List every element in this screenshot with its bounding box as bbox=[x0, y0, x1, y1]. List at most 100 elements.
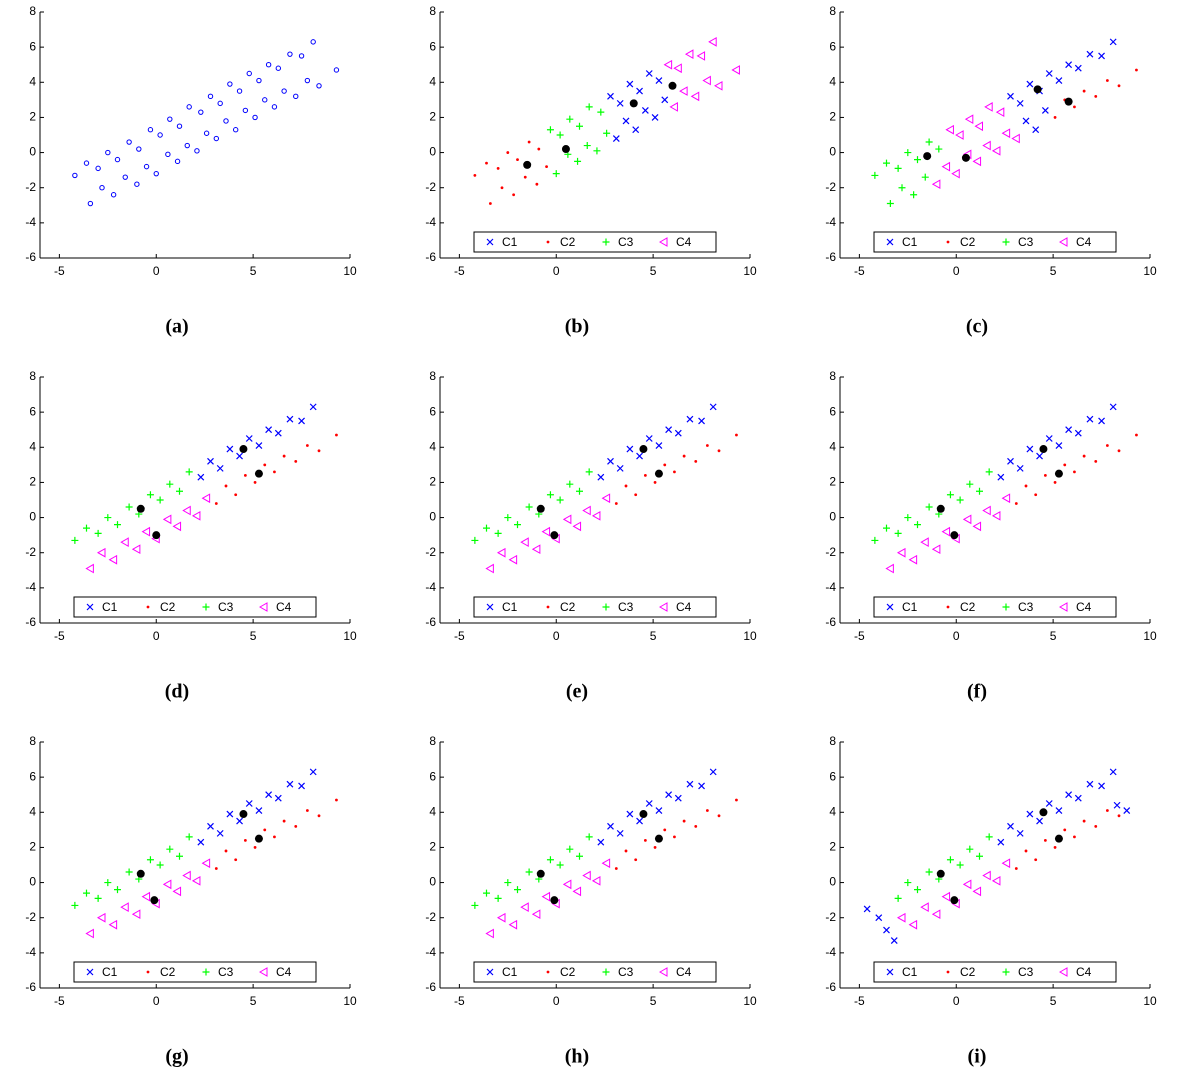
point bbox=[167, 116, 173, 122]
point bbox=[131, 544, 141, 555]
y-tick-label: 8 bbox=[429, 4, 436, 18]
point bbox=[607, 822, 614, 830]
point bbox=[500, 186, 504, 190]
point bbox=[265, 62, 272, 68]
y-tick-label: -2 bbox=[25, 545, 36, 559]
point bbox=[1055, 442, 1063, 449]
point bbox=[485, 161, 488, 165]
y-tick-label: -4 bbox=[425, 580, 436, 594]
point bbox=[665, 791, 673, 799]
point bbox=[1082, 819, 1086, 823]
y-tick-label: -4 bbox=[825, 580, 836, 594]
y-tick-label: 2 bbox=[429, 110, 436, 124]
point bbox=[234, 858, 238, 862]
point bbox=[1109, 38, 1117, 46]
point bbox=[982, 140, 991, 151]
legend-marker bbox=[258, 602, 268, 612]
legend-marker bbox=[946, 240, 950, 244]
point bbox=[108, 554, 118, 565]
point bbox=[1036, 817, 1043, 825]
point bbox=[585, 468, 593, 476]
point bbox=[1034, 493, 1038, 497]
point bbox=[114, 156, 121, 163]
point bbox=[694, 824, 698, 828]
x-tick-label: 5 bbox=[1050, 994, 1057, 1008]
point bbox=[191, 510, 201, 521]
point bbox=[1082, 89, 1086, 93]
point bbox=[214, 867, 218, 870]
point bbox=[885, 563, 894, 574]
point bbox=[157, 132, 163, 138]
legend-box bbox=[873, 596, 1117, 618]
point bbox=[316, 83, 322, 89]
centroid bbox=[1054, 469, 1063, 478]
point bbox=[663, 463, 667, 467]
point bbox=[972, 886, 982, 897]
point bbox=[263, 463, 267, 467]
point bbox=[875, 914, 883, 922]
point bbox=[717, 449, 721, 453]
point bbox=[514, 521, 521, 529]
point bbox=[71, 901, 79, 909]
point bbox=[1007, 822, 1014, 830]
point bbox=[87, 200, 94, 207]
legend-marker bbox=[202, 968, 210, 976]
point bbox=[143, 163, 150, 170]
point bbox=[702, 75, 711, 86]
point bbox=[85, 563, 94, 574]
point bbox=[305, 809, 309, 812]
point bbox=[245, 435, 253, 442]
x-tick-label: 5 bbox=[250, 264, 257, 278]
point bbox=[298, 53, 305, 59]
point bbox=[582, 505, 591, 516]
point bbox=[585, 833, 593, 841]
legend-marker bbox=[546, 605, 550, 609]
point bbox=[104, 879, 112, 887]
point bbox=[256, 77, 262, 84]
x-tick-label: 0 bbox=[153, 629, 160, 643]
point bbox=[182, 870, 191, 881]
point bbox=[83, 524, 90, 532]
x-tick-label: 5 bbox=[650, 264, 657, 278]
y-tick-label: -4 bbox=[425, 215, 436, 229]
point bbox=[141, 891, 151, 902]
point bbox=[982, 505, 991, 516]
point bbox=[1094, 824, 1098, 828]
legend-marker bbox=[486, 968, 494, 976]
point bbox=[236, 452, 243, 460]
point bbox=[471, 536, 479, 544]
point bbox=[597, 838, 605, 846]
legend-label: C4 bbox=[1076, 235, 1092, 249]
point bbox=[174, 158, 181, 165]
point bbox=[1053, 481, 1057, 484]
legend-marker bbox=[602, 603, 610, 611]
y-tick-label: 4 bbox=[829, 439, 836, 453]
point bbox=[245, 800, 253, 807]
panel-label: (f) bbox=[967, 681, 987, 703]
panel-label: (g) bbox=[165, 1046, 188, 1068]
point bbox=[966, 845, 974, 853]
point bbox=[698, 782, 705, 790]
point bbox=[997, 473, 1005, 481]
point bbox=[317, 449, 321, 453]
point bbox=[931, 179, 941, 190]
point bbox=[636, 452, 643, 460]
x-tick-label: 5 bbox=[1050, 629, 1057, 643]
point bbox=[985, 468, 993, 476]
centroid bbox=[923, 152, 932, 161]
point bbox=[298, 782, 305, 790]
legend-marker bbox=[146, 970, 150, 974]
point bbox=[506, 151, 510, 154]
y-tick-label: -4 bbox=[25, 945, 36, 959]
point bbox=[224, 849, 228, 853]
point bbox=[921, 173, 929, 181]
point bbox=[655, 77, 663, 84]
panel-label: (h) bbox=[565, 1046, 589, 1068]
point bbox=[890, 937, 898, 944]
panel: -5 0 5 10 -6 -4 -2 0 2 4 6 8 C1 C2 C3 C4 (h) bbox=[425, 734, 757, 1067]
point bbox=[185, 468, 193, 476]
point bbox=[166, 480, 174, 488]
panel-label: (d) bbox=[165, 681, 189, 703]
legend-label: C2 bbox=[560, 600, 576, 614]
